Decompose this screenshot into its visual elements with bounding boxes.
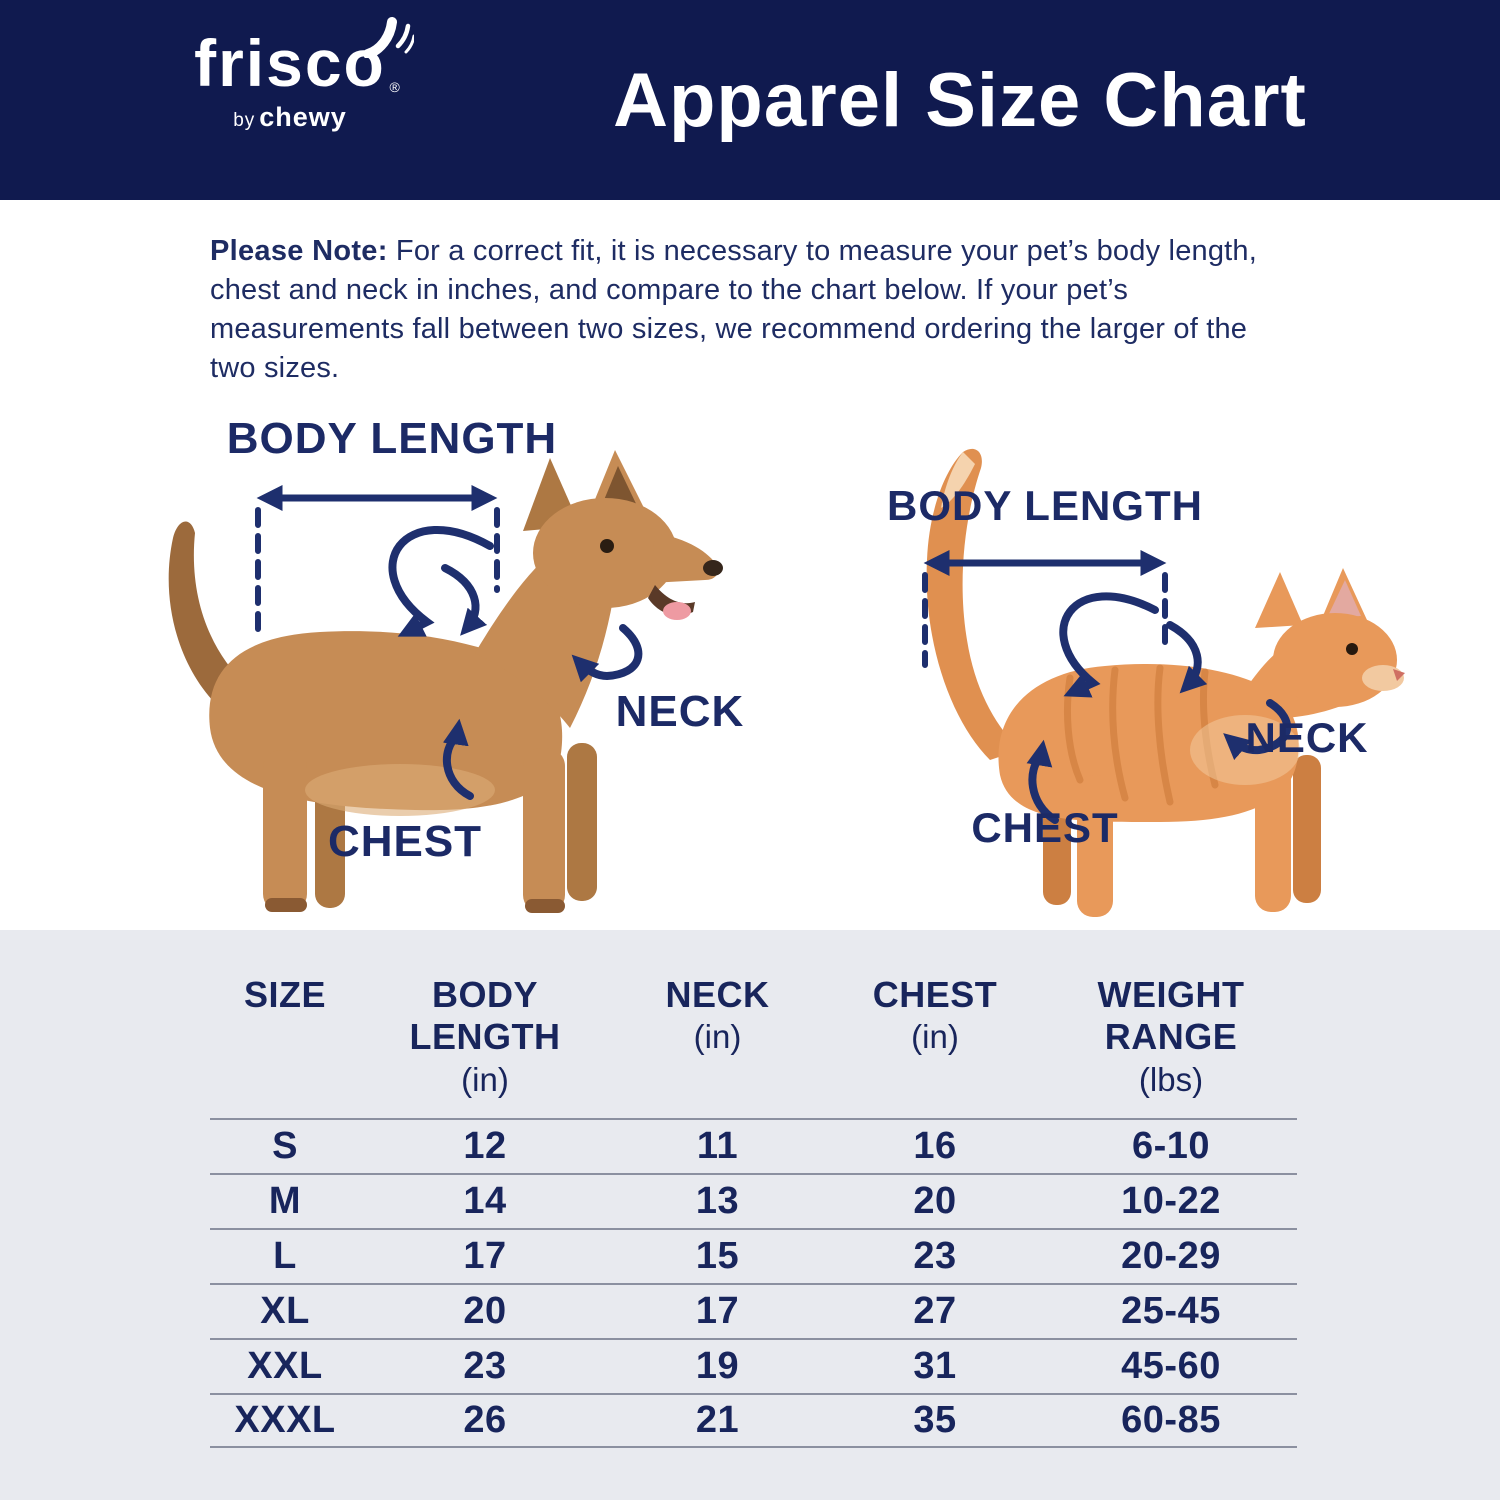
size-cell: XXXL [234,1399,336,1441]
cat-measurement-diagram: BODY LENGTH NECK CHEST [887,448,1405,917]
body-length-cell: 20 [463,1290,507,1332]
registered-mark-icon: ® [389,79,402,95]
col-header-chest: CHEST (in) [872,974,998,1056]
body-length-cell: 23 [463,1345,507,1387]
swoosh-icon [363,17,414,58]
size-cell: XXL [247,1345,323,1387]
neck-cell: 21 [695,1399,740,1441]
weight-cell: 20-29 [1121,1235,1221,1277]
cat-girth-arrow [1059,592,1159,698]
dog-neck-arrow [571,624,643,683]
size-cell: M [268,1180,302,1222]
table-row-xxl: XXL 23 19 31 45-60 [210,1338,1297,1393]
dog-neck-label: NECK [616,687,745,736]
size-cell: XL [260,1290,310,1332]
by-text: by [233,110,256,131]
cat-illustration [926,448,1405,917]
cat-girth-arrow-2 [1166,621,1208,694]
cat-body-length-label: BODY LENGTH [887,482,1203,529]
dog-girth-arrow-2 [441,564,488,636]
neck-cell: 13 [695,1180,740,1222]
table-row-l: L 17 15 23 20-29 [210,1228,1297,1283]
table-row-xxxl: XXXL 26 21 35 60-85 [210,1393,1297,1448]
chest-cell: 35 [913,1399,957,1441]
note-text: For a correct fit, it is necessary to me… [210,235,1258,384]
frisco-wordmark: frisco ® [194,17,414,96]
note-section: Please Note: For a correct fit, it is ne… [210,232,1260,387]
table-header-row: SIZE BODY LENGTH (in) NECK (in) CHEST (in) … [210,974,1297,1118]
dog-chest-label: CHEST [328,817,482,866]
size-cell: L [273,1235,297,1277]
chewy-text: chewy [259,102,347,132]
neck-cell: 19 [695,1345,740,1387]
frisco-logo: frisco ® by chewy [165,17,415,133]
size-table: SIZE BODY LENGTH (in) NECK (in) CHEST (in) … [210,930,1297,1448]
dog-chest-arrow [442,718,474,800]
cat-chest-label: CHEST [971,804,1118,851]
page-title: Apparel Size Chart [613,57,1307,143]
table-row-m: M 14 13 20 10-22 [210,1173,1297,1228]
table-row-s: S 12 11 16 6-10 [210,1118,1297,1173]
dog-annotations: BODY LENGTH NECK CHEST [227,414,745,866]
cat-chest-arrow [1026,739,1059,824]
note-label: Please Note: [210,235,388,267]
chest-cell: 23 [913,1235,957,1277]
neck-cell: 15 [695,1235,740,1277]
cat-neck-label: NECK [1245,714,1368,761]
frisco-text: frisco [194,26,386,100]
chest-cell: 16 [913,1125,957,1167]
col-header-size: SIZE [243,974,326,1015]
weight-cell: 6-10 [1131,1125,1211,1167]
chest-cell: 31 [913,1345,957,1387]
body-length-cell: 14 [463,1180,507,1222]
weight-cell: 60-85 [1121,1399,1221,1441]
chest-cell: 20 [913,1180,957,1222]
col-header-body-length: BODY LENGTH (in) [409,974,561,1098]
size-cell: S [272,1125,298,1167]
col-header-neck: NECK (in) [665,974,770,1056]
neck-cell: 17 [695,1290,740,1332]
cat-annotations: BODY LENGTH NECK CHEST [887,482,1368,851]
chest-cell: 27 [913,1290,957,1332]
dog-girth-arrow [388,525,494,637]
header-banner: frisco ® by chewy Apparel Size Chart [0,0,1500,200]
neck-cell: 11 [696,1125,739,1167]
weight-cell: 10-22 [1121,1180,1221,1222]
cat-neck-arrow [1223,699,1291,761]
size-table-section: SIZE BODY LENGTH (in) NECK (in) CHEST (in) … [0,930,1500,1500]
by-chewy-wordmark: by chewy [165,102,415,133]
dog-body-length-label: BODY LENGTH [227,414,557,463]
dog-measurement-diagram: BODY LENGTH NECK CHEST [168,414,745,913]
dog-illustration [168,450,723,913]
body-length-cell: 17 [463,1235,507,1277]
col-header-weight-range: WEIGHT RANGE (lbs) [1097,974,1245,1098]
body-length-cell: 26 [463,1399,507,1441]
body-length-cell: 12 [463,1125,507,1167]
weight-cell: 25-45 [1121,1290,1221,1332]
weight-cell: 45-60 [1121,1345,1221,1387]
note-paragraph: Please Note: For a correct fit, it is ne… [210,232,1260,387]
table-row-xl: XL 20 17 27 25-45 [210,1283,1297,1338]
